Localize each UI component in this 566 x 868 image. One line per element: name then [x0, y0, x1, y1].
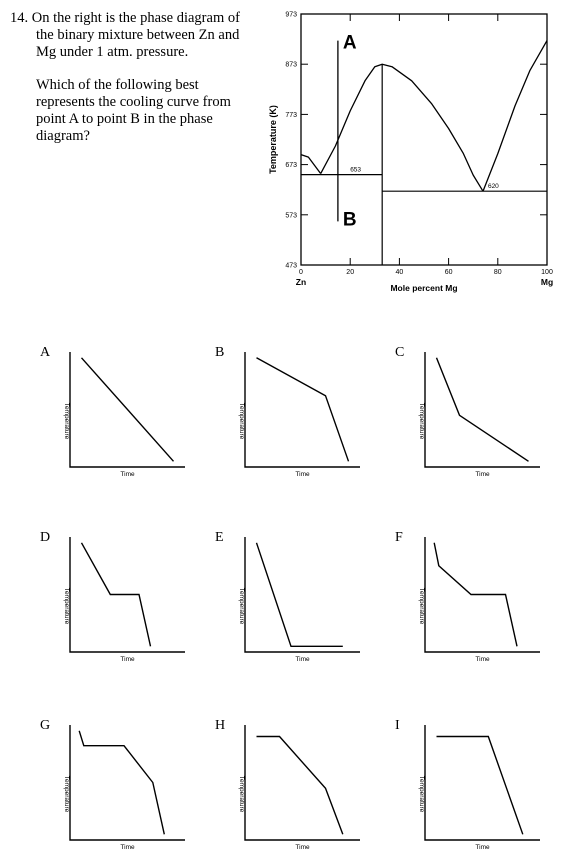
x-end-label-mg: Mg — [541, 277, 553, 287]
y-tick-label: 673 — [285, 162, 297, 169]
y-tick-label: 873 — [285, 62, 297, 69]
answer-option-f[interactable]: F Time Temperature — [395, 530, 545, 680]
y-tick-label: 973 — [285, 12, 297, 19]
x-tick-label: 100 — [541, 269, 553, 276]
cooling-curve-line — [433, 542, 518, 647]
eutectic-label-653: 653 — [350, 167, 361, 174]
answer-option-b[interactable]: B Time Temperature — [215, 345, 365, 495]
cooling-curve-line — [80, 542, 152, 647]
temperature-axis-label: Temperature — [63, 403, 70, 440]
x-tick-label: 80 — [494, 269, 502, 276]
cooling-curve-chart: Time Temperature — [63, 725, 185, 851]
cooling-curve-line — [80, 357, 175, 462]
axes — [424, 725, 540, 841]
time-axis-label: Time — [475, 471, 490, 478]
answer-option-e[interactable]: E Time Temperature — [215, 530, 365, 680]
cooling-curve-line — [435, 357, 529, 462]
question-block: 14. On the right is the phase diagram of… — [10, 10, 260, 145]
axes — [244, 352, 360, 468]
option-letter: F — [395, 530, 403, 545]
option-letter: H — [215, 718, 226, 733]
option-letter: G — [40, 718, 51, 733]
question-line-4: Which of the following best — [36, 77, 199, 93]
option-letter: B — [215, 345, 225, 360]
axes — [69, 352, 185, 468]
answer-option-d[interactable]: D Time Temperature — [40, 530, 190, 680]
x-axis-label: Mole percent Mg — [390, 283, 457, 293]
temperature-axis-label: Temperature — [63, 776, 70, 813]
axes — [69, 537, 185, 653]
liquidus-curve-3 — [482, 40, 548, 192]
temperature-axis-label: Temperature — [238, 588, 245, 625]
cooling-curve-chart: Time Temperature — [63, 352, 185, 478]
temperature-axis-label: Temperature — [238, 776, 245, 813]
y-tick-label: 573 — [285, 212, 297, 219]
question-line-7: diagram? — [36, 128, 90, 144]
answer-option-h[interactable]: H Time Temperature — [215, 718, 365, 868]
option-letter: I — [395, 718, 400, 733]
option-letter: D — [40, 530, 51, 545]
time-axis-label: Time — [475, 656, 490, 663]
answer-option-g[interactable]: G Time Temperature — [40, 718, 190, 868]
question-number: 14. — [10, 10, 29, 26]
temperature-axis-label: Temperature — [418, 588, 425, 625]
liquidus-curve-1 — [300, 153, 322, 174]
phase-diagram: 473 573 673 773 873 973 0 20 40 60 80 100 Zn Mg Mole p… — [268, 12, 553, 294]
cooling-curve-chart: Time Temperature — [238, 725, 360, 851]
x-tick-label: 60 — [445, 269, 453, 276]
answer-option-c[interactable]: C Time Temperature — [395, 345, 545, 495]
x-tick-label: 40 — [396, 269, 404, 276]
cooling-curve-line — [256, 735, 344, 835]
cooling-curve-chart: Time Temperature — [418, 725, 540, 851]
temperature-axis-label: Temperature — [238, 403, 245, 440]
option-letter: C — [395, 345, 405, 360]
x-tick-label: 20 — [346, 269, 354, 276]
option-letter: E — [215, 530, 224, 545]
temperature-axis-label: Temperature — [63, 588, 70, 625]
cooling-curve-line — [436, 735, 524, 835]
question-line-5: represents the cooling curve from — [36, 94, 231, 110]
cooling-curve-line — [78, 730, 165, 835]
option-letter: A — [40, 345, 51, 360]
question-line-1: 14. On the right is the phase diagram of — [10, 10, 240, 26]
axes — [424, 352, 540, 468]
plot-frame — [300, 13, 548, 266]
time-axis-label: Time — [120, 471, 135, 478]
question-line-6: point A to point B in the phase — [36, 111, 213, 127]
temperature-axis-label: Temperature — [418, 776, 425, 813]
cooling-curve-chart: Time Temperature — [63, 537, 185, 663]
question-line-3: Mg under 1 atm. pressure. — [36, 44, 189, 60]
axes — [69, 725, 185, 841]
answer-option-a[interactable]: A Time Temperature — [40, 345, 190, 495]
time-axis-label: Time — [295, 844, 310, 851]
point-a-label: A — [343, 33, 357, 54]
cooling-curve-line — [255, 542, 343, 648]
point-b-label: B — [343, 209, 357, 230]
axes — [424, 537, 540, 653]
time-axis-label: Time — [475, 844, 490, 851]
y-tick-label: 473 — [285, 263, 297, 270]
y-axis-label: Temperature (K) — [268, 105, 278, 174]
cooling-curve-chart: Time Temperature — [238, 352, 360, 478]
cooling-curve-chart: Time Temperature — [418, 352, 540, 478]
time-axis-label: Time — [120, 844, 135, 851]
axes — [244, 537, 360, 653]
cooling-curve-chart: Time Temperature — [238, 537, 360, 663]
answer-option-i[interactable]: I Time Temperature — [395, 718, 545, 868]
x-tick-label: 0 — [299, 269, 303, 276]
cooling-curve-chart: Time Temperature — [418, 537, 540, 663]
time-axis-label: Time — [295, 656, 310, 663]
axes — [244, 725, 360, 841]
question-line-2: the binary mixture between Zn and — [36, 27, 240, 43]
time-axis-label: Time — [120, 656, 135, 663]
cooling-curve-line — [256, 357, 350, 462]
y-tick-label: 773 — [285, 112, 297, 119]
temperature-axis-label: Temperature — [418, 403, 425, 440]
x-end-label-zn: Zn — [296, 277, 306, 287]
time-axis-label: Time — [295, 471, 310, 478]
liquidus-curve-2 — [320, 63, 484, 192]
eutectic-label-620: 620 — [488, 183, 499, 190]
